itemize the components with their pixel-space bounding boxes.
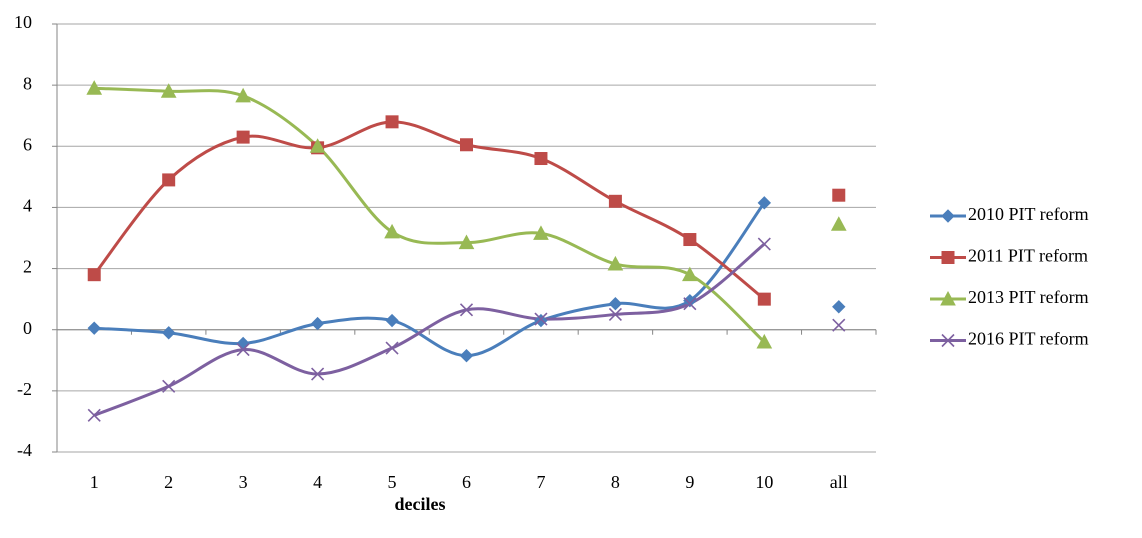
x-tick-label: 5 [388,472,397,492]
data-point [683,297,697,311]
data-point [607,255,624,271]
data-point [310,316,325,331]
series-line [93,242,766,417]
data-point [87,268,101,282]
legend-label: 2011 PIT reform [968,246,1088,266]
x-tick-label: 8 [611,472,620,492]
legend-label: 2013 PIT reform [968,287,1089,307]
y-tick-label: 0 [23,318,32,338]
x-tick-label: 3 [239,472,248,492]
x-tick-label: 1 [90,472,99,492]
data-point [458,234,475,250]
data-point [385,313,399,328]
x-tick-label: 2 [164,472,173,492]
data-point [236,336,250,351]
legend-marker [940,290,956,306]
data-point [682,266,698,282]
data-point [161,326,176,340]
data-point [830,216,847,231]
legend-label: 2016 PIT reform [968,329,1089,349]
data-point [683,233,697,247]
series-line [93,120,766,301]
legend-marker [941,333,955,348]
x-tick-label: 6 [462,472,471,492]
data-point [236,343,250,357]
data-point [460,138,473,152]
data-point [608,194,622,208]
data-point [756,333,773,349]
data-point [311,367,325,381]
data-point [608,297,623,311]
y-tick-label: -2 [17,379,32,399]
data-point [608,307,622,321]
x-tick-label: 10 [755,472,773,492]
data-point [757,237,771,251]
data-point [832,188,846,202]
y-tick-label: 2 [23,257,32,277]
data-point [87,408,101,422]
data-point [757,292,771,306]
data-point [757,196,772,210]
x-tick-label: 9 [685,472,694,492]
legend-label: 2010 PIT reform [968,204,1089,224]
x-axis-label: deciles [395,494,446,514]
data-point [384,223,400,239]
data-point [87,321,101,335]
data-point [86,80,103,95]
data-point [459,348,474,363]
data-point [162,173,176,187]
data-point [832,318,846,332]
x-tick-label: all [830,472,848,492]
x-tick-label: 7 [536,472,545,492]
data-point [235,87,251,103]
series-line [94,86,766,344]
data-point [236,130,250,144]
data-point [534,152,548,166]
data-point [533,225,549,240]
data-point [309,138,326,153]
data-point [534,312,548,326]
y-tick-label: 6 [23,134,32,154]
data-point [459,303,474,317]
legend-marker [941,251,955,264]
y-tick-label: -4 [17,440,32,460]
data-point [534,313,548,328]
y-tick-label: 4 [23,196,32,216]
y-tick-label: 10 [14,12,32,32]
legend-marker [941,209,955,223]
data-point [385,341,399,355]
x-tick-label: 4 [313,472,322,492]
data-point [832,300,846,314]
data-point [162,379,176,393]
data-point [160,83,177,98]
y-tick-label: 8 [23,73,32,93]
data-point [385,115,399,129]
series-line [94,201,766,358]
